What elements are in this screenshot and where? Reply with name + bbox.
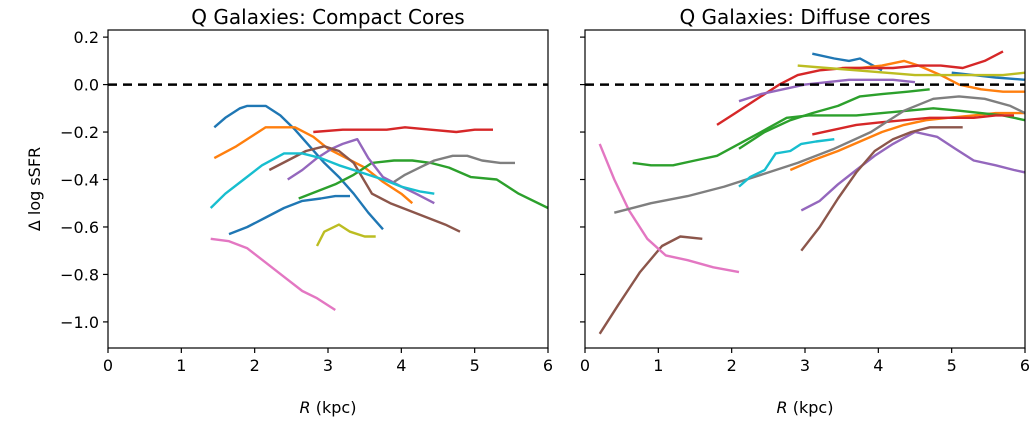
panel-1-x-tick-label: 5 <box>470 356 480 375</box>
panel-2-series-line-12 <box>800 126 963 252</box>
panel-1-axes-frame <box>107 29 549 349</box>
panel-1-x-tick-label: 1 <box>176 356 186 375</box>
panel-1-x-axis-symbol: R <box>300 398 311 417</box>
panel-1-x-tick-label: 4 <box>396 356 406 375</box>
panel-1-y-tick-label: −0.8 <box>60 265 99 284</box>
panel-2-x-tick-label: 4 <box>873 356 883 375</box>
panel-1-series-line-11 <box>209 152 435 209</box>
panel-1-series-line-4 <box>298 159 548 210</box>
panel-2-x-tick-label: 2 <box>727 356 737 375</box>
panel-2-series-line-15 <box>797 64 1025 77</box>
panel-2-series-line-16 <box>738 138 835 188</box>
panel-1-y-tick-label: 0.2 <box>74 28 99 47</box>
panel-1-y-axis-label: Δ log sSFR <box>25 147 44 231</box>
panel-2-x-tick-label: 5 <box>947 356 957 375</box>
panel-2-series-line-7 <box>716 50 1004 126</box>
panel-1-y-tick-label: −0.2 <box>60 123 99 142</box>
panel-2-series-line-8 <box>812 114 1014 136</box>
panel-1-y-tick-label: −1.0 <box>60 313 99 332</box>
panel-2-series-group <box>598 50 1025 335</box>
panel-1-series-line-2 <box>228 194 350 236</box>
panel-2-x-tick-label: 3 <box>800 356 810 375</box>
panel-2-series-line-11 <box>598 235 703 335</box>
panel-2-x-axis-symbol: R <box>777 398 788 417</box>
panel-2-series-line-13 <box>598 143 740 274</box>
panel-1-series-line-1 <box>213 104 384 231</box>
panel-1-x-tick-label: 6 <box>543 356 553 375</box>
panel-1-series-line-5 <box>313 126 493 134</box>
panel-2-x-tick-label: 1 <box>653 356 663 375</box>
panel-1-x-tick-label: 2 <box>250 356 260 375</box>
panel-1-series-line-3 <box>213 126 414 205</box>
panel-2-x-tick-label: 6 <box>1020 356 1030 375</box>
panel-1-x-tick-label: 3 <box>323 356 333 375</box>
panel-1-x-axis-unit: (kpc) <box>311 398 357 417</box>
panel-2-plot: Q Galaxies: Diffuse cores 0 1 2 3 4 5 6 R (kpc) <box>580 5 1030 417</box>
panel-2-series-line-5 <box>632 107 1025 167</box>
panel-2-series-line-6 <box>738 88 930 150</box>
panel-1-series-line-10 <box>315 223 376 247</box>
panel-2-series-line-9 <box>738 78 916 103</box>
panel-1-series-line-8 <box>210 237 336 312</box>
panel-1-series-line-9 <box>393 154 515 183</box>
panel-1-title: Q Galaxies: Compact Cores <box>191 5 464 29</box>
panel-2-series-line-10 <box>800 130 1025 212</box>
panel-1-plot: Q Galaxies: Compact Cores 0 1 2 3 4 5 6 0.2 0.0 −0… <box>25 5 553 417</box>
panel-1-y-tick-label: 0.0 <box>74 76 99 95</box>
panel-2-title: Q Galaxies: Diffuse cores <box>679 5 930 29</box>
panel-2-x-tick-label: 0 <box>580 356 590 375</box>
panel-1-x-axis-label: R (kpc) <box>300 398 357 417</box>
panel-1-series-line-7 <box>268 145 461 233</box>
panel-1-y-tick-label: −0.6 <box>60 218 99 237</box>
panel-1-x-tick-label: 0 <box>103 356 113 375</box>
panel-2-x-axis-unit: (kpc) <box>788 398 834 417</box>
panel-2-axes-frame <box>584 29 1026 349</box>
panel-1-series-group <box>209 104 548 312</box>
panel-2-series-line-1 <box>812 52 883 72</box>
panel-2-series-line-2 <box>951 71 1025 81</box>
panel-2-series-line-3 <box>789 111 1025 172</box>
panel-1-y-tick-label: −0.4 <box>60 171 99 190</box>
panel-2-series-line-14 <box>613 95 1025 214</box>
panel-2-x-axis-label: R (kpc) <box>777 398 834 417</box>
